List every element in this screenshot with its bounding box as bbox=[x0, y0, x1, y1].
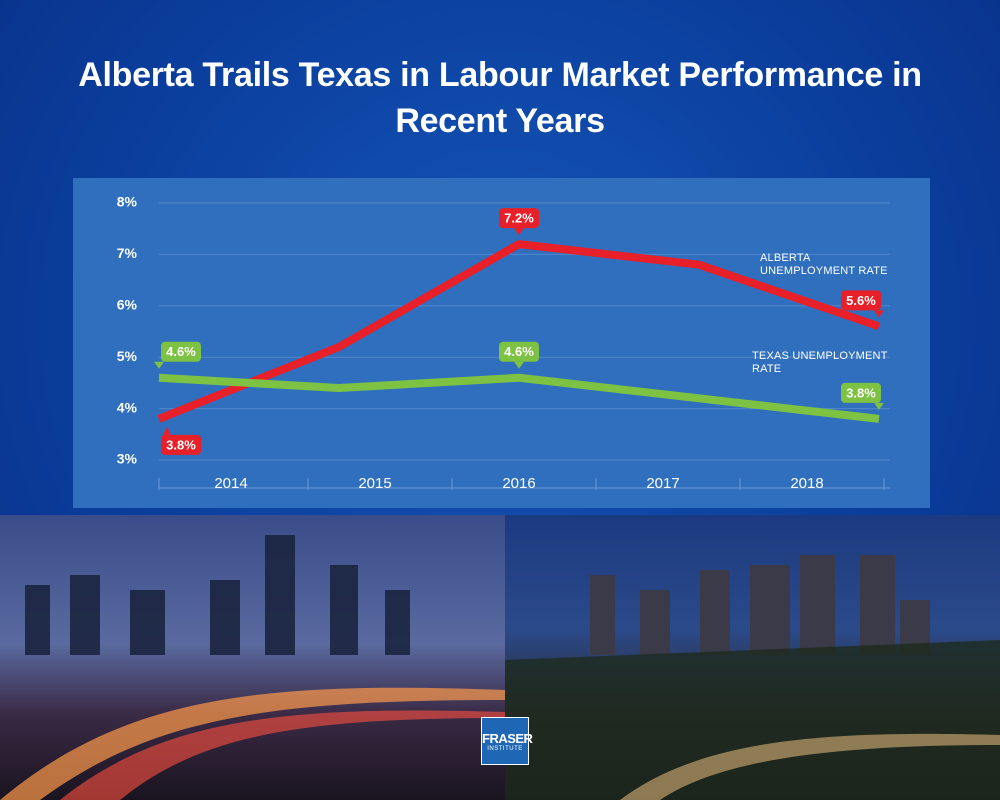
value-label: 7.2% bbox=[504, 211, 534, 226]
value-label: 5.6% bbox=[846, 293, 876, 308]
value-label: 3.8% bbox=[166, 437, 196, 452]
y-tick-label: 6% bbox=[117, 297, 138, 313]
y-tick-label: 8% bbox=[117, 194, 138, 210]
value-callout: 3.8% bbox=[841, 382, 884, 410]
value-callout: 4.6% bbox=[154, 341, 201, 369]
trees bbox=[505, 640, 1000, 800]
callout-box bbox=[499, 208, 539, 229]
x-tick-label: 2015 bbox=[358, 475, 391, 492]
value-callout: 4.6% bbox=[499, 341, 539, 369]
callout-box bbox=[841, 382, 881, 403]
y-tick-label: 3% bbox=[117, 451, 138, 467]
y-tick-label: 4% bbox=[117, 399, 138, 415]
logo: FRASER INSTITUTE bbox=[481, 717, 533, 765]
chart-title: Alberta Trails Texas in Labour Market Pe… bbox=[78, 56, 922, 140]
callout-pointer bbox=[163, 426, 171, 435]
logo-name: FRASER bbox=[482, 731, 533, 746]
callout-box bbox=[499, 341, 539, 362]
skyline-right bbox=[590, 555, 930, 655]
series-annotation: ALBERTA UNEMPLOYMENT RATE bbox=[760, 252, 888, 277]
callout-pointer bbox=[514, 228, 524, 236]
y-tick-label: 7% bbox=[117, 245, 138, 261]
callout-pointer bbox=[874, 402, 884, 410]
callout-box bbox=[161, 434, 201, 455]
skyline-left bbox=[25, 535, 410, 655]
value-label: 4.6% bbox=[504, 344, 534, 359]
value-callout: 7.2% bbox=[499, 208, 539, 236]
callout-box bbox=[841, 290, 881, 311]
light-trails bbox=[0, 687, 505, 800]
series-annotation: TEXAS UNEMPLOYMENT RATE bbox=[752, 350, 888, 375]
value-label: 4.6% bbox=[166, 344, 196, 359]
light-trails bbox=[620, 733, 1000, 800]
x-tick-label: 2016 bbox=[502, 475, 535, 492]
callout-pointer bbox=[514, 361, 524, 369]
series-line bbox=[158, 373, 880, 423]
callout-pointer bbox=[154, 361, 164, 369]
x-tick-label: 2017 bbox=[646, 475, 679, 492]
series-line bbox=[157, 240, 881, 423]
y-tick-label: 5% bbox=[117, 348, 138, 364]
x-tick-label: 2018 bbox=[790, 475, 823, 492]
logo-subtitle: INSTITUTE bbox=[487, 746, 523, 752]
value-callout: 5.6% bbox=[841, 290, 884, 318]
value-callout: 3.8% bbox=[161, 426, 201, 455]
callout-pointer bbox=[874, 310, 884, 318]
x-tick-label: 2014 bbox=[214, 475, 247, 492]
value-label: 3.8% bbox=[846, 385, 876, 400]
callout-box bbox=[161, 341, 201, 362]
light-trails bbox=[60, 710, 505, 800]
